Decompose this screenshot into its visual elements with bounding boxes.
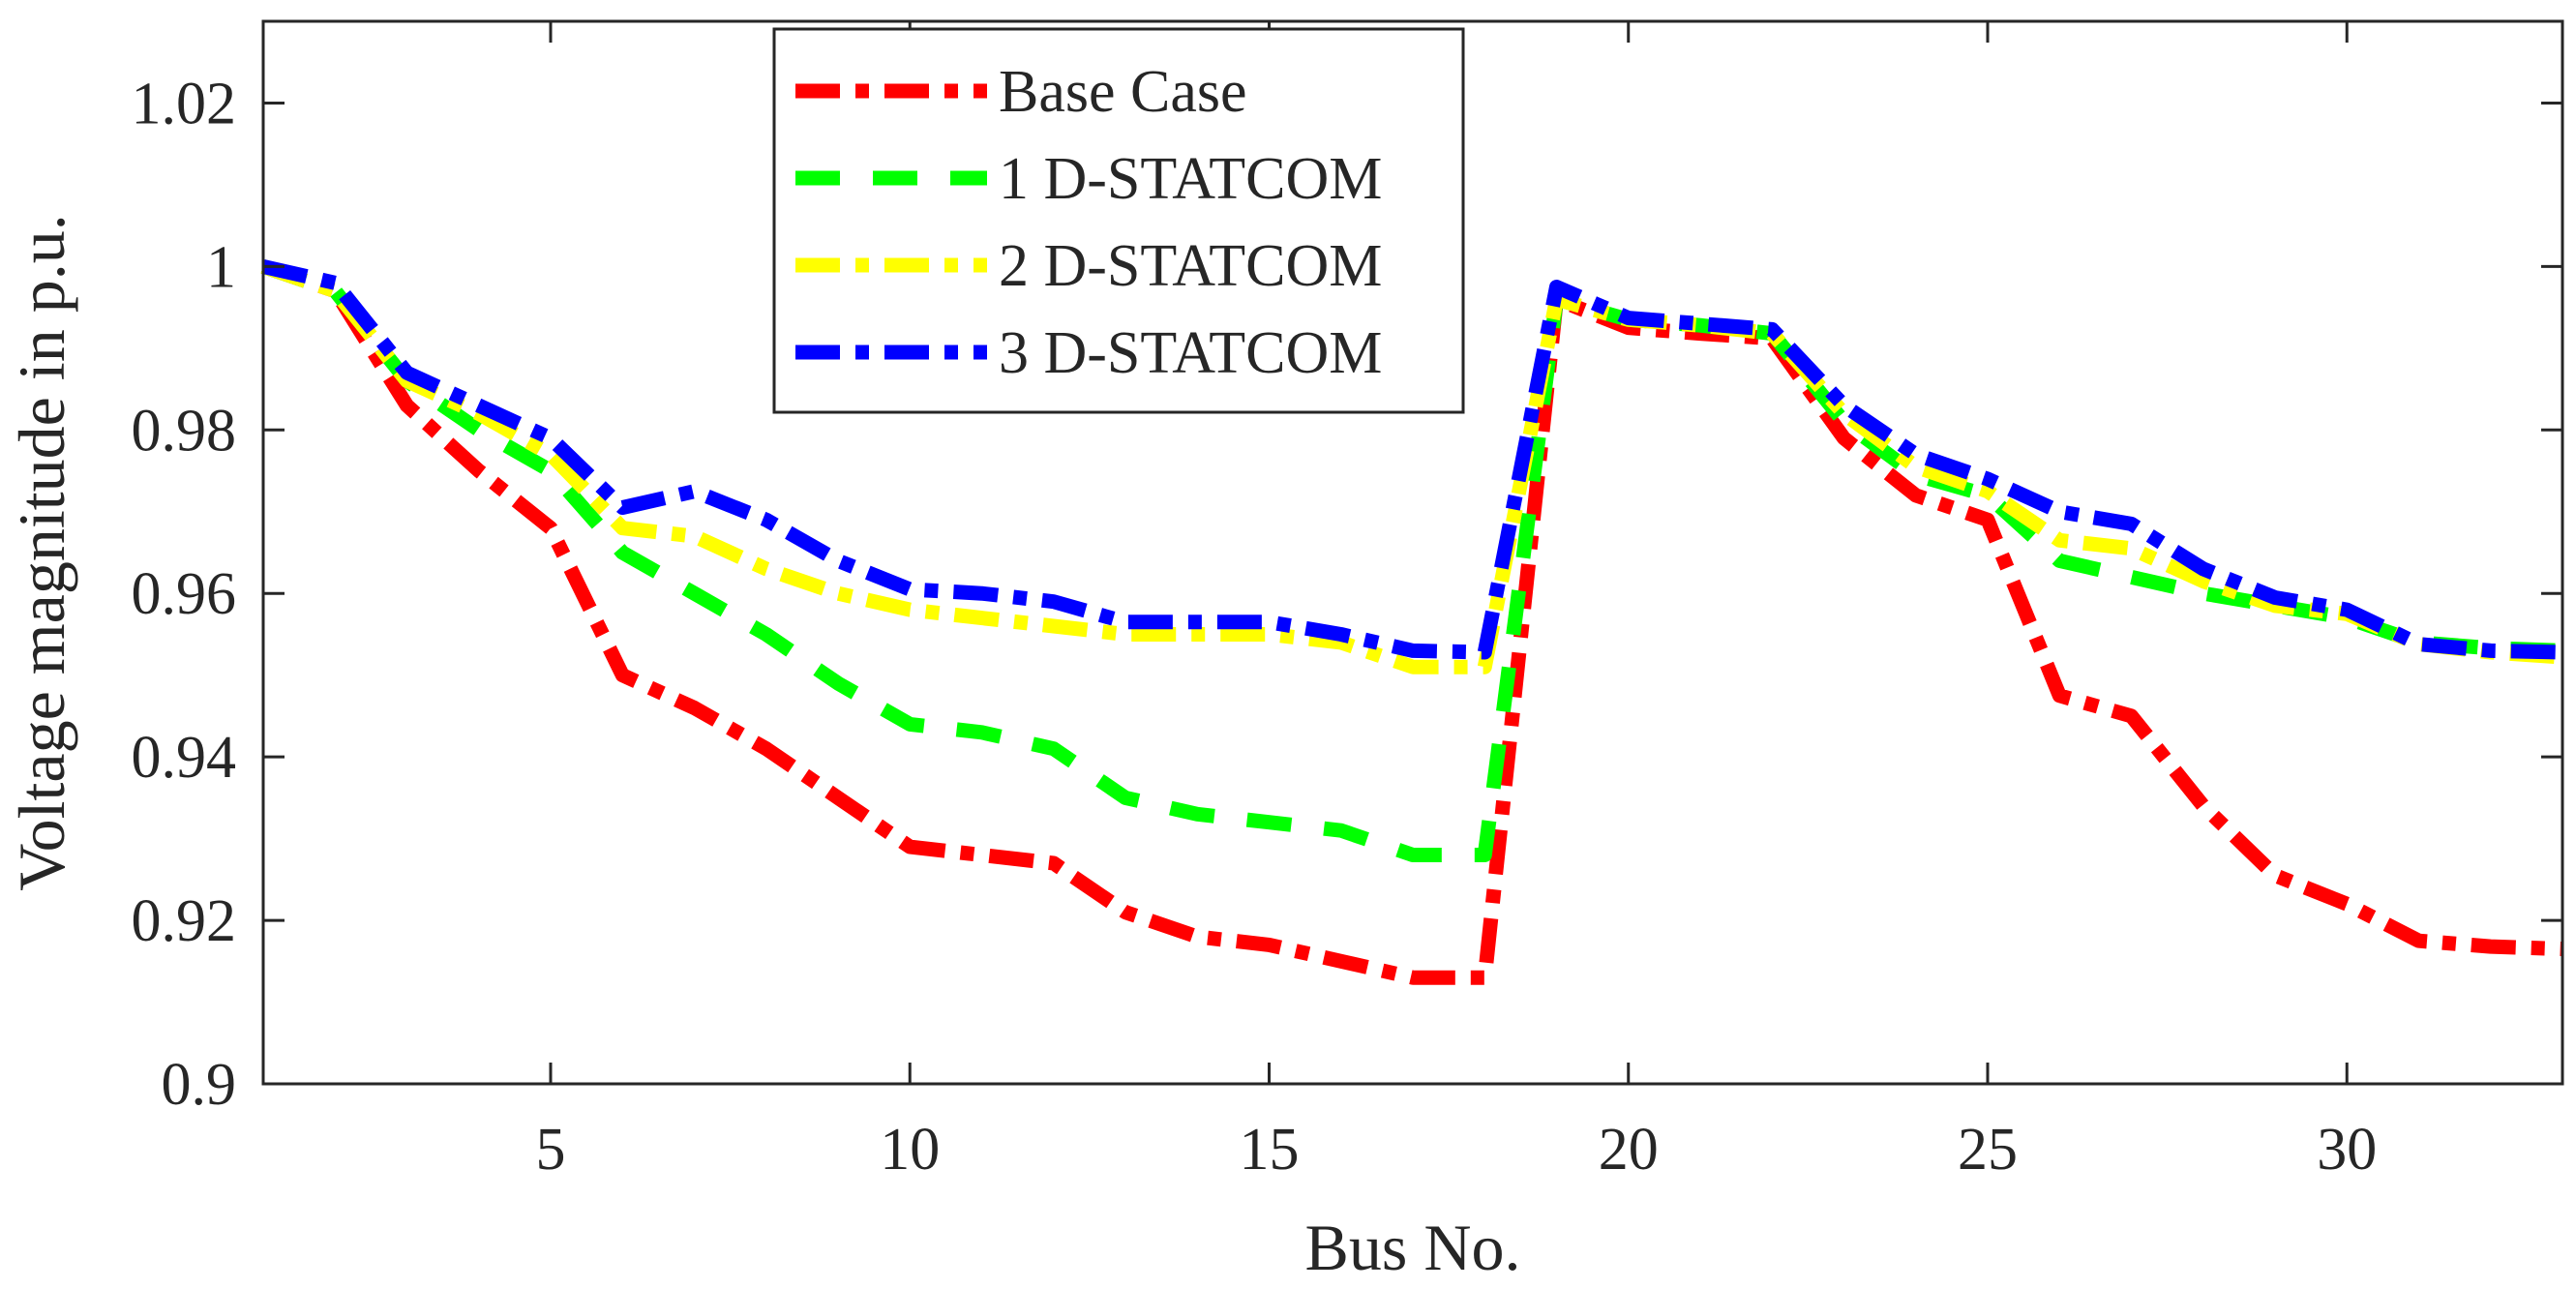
y-axis-label: Voltage magnitude in p.u. <box>5 214 78 890</box>
series-layer <box>260 259 2563 985</box>
legend-label-4: 3 D-STATCOM <box>999 320 1382 386</box>
y-tick-label: 1.02 <box>132 71 237 136</box>
plot-frame <box>261 19 2564 1086</box>
series-line-1 <box>260 259 2563 985</box>
y-tick-label: 0.92 <box>132 888 237 954</box>
y-tick-label: 0.98 <box>132 398 237 464</box>
legend-label-2: 1 D-STATCOM <box>999 146 1382 212</box>
legend-label-3: 2 D-STATCOM <box>999 233 1382 299</box>
y-tick-label: 0.9 <box>162 1052 237 1118</box>
series-line-2 <box>260 259 2563 862</box>
y-tick-label: 0.94 <box>132 725 237 791</box>
y-tick-label: 1 <box>206 234 236 300</box>
legend: Base Case 1 D-STATCOM 2 D-STATCOM 3 D-STATC… <box>772 27 1465 414</box>
legend-label-1: Base Case <box>999 59 1247 125</box>
x-tick-label: 20 <box>1599 1117 1659 1183</box>
series-line-3 <box>260 259 2563 674</box>
x-tick-label: 15 <box>1240 1117 1300 1183</box>
ticks-layer: 5 10 15 20 25 30 0.9 0.92 0.94 0.96 0.98 1 1.02 <box>132 21 2562 1183</box>
x-tick-label: 10 <box>880 1117 940 1183</box>
x-tick-label: 25 <box>1958 1117 2018 1183</box>
y-tick-label: 0.96 <box>132 561 237 627</box>
x-tick-label: 5 <box>536 1117 566 1183</box>
x-tick-label: 30 <box>2317 1117 2377 1183</box>
x-axis-label: Bus No. <box>1305 1211 1521 1284</box>
series-line-4 <box>261 259 2563 660</box>
axes-layer <box>261 19 2564 1086</box>
